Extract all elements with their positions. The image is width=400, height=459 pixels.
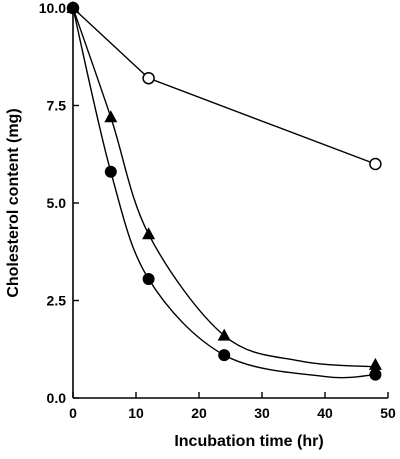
series-2-point-1: [104, 165, 117, 178]
x-tick-label-4: 40: [317, 405, 333, 421]
series-2-line: [72, 7, 376, 379]
series-1-point-1: [104, 110, 118, 123]
axes: [72, 8, 388, 399]
x-tick-label-5: 50: [380, 405, 396, 421]
y-tick-label-0: 0.0: [47, 390, 67, 406]
series-1-point-3: [217, 328, 231, 341]
curves: [72, 7, 376, 379]
x-tick-label-1: 10: [128, 405, 144, 421]
ticks: 0 10 20 30 40 50 0.0 2.5 5.0 7.5 10.0: [39, 0, 396, 421]
x-tick-label-3: 30: [254, 405, 270, 421]
y-tick-label-3: 7.5: [47, 98, 67, 114]
series-0-point-2: [369, 157, 382, 171]
series-2-point-0: [67, 2, 79, 14]
series-1-line: [72, 7, 376, 368]
series-2-point-3: [218, 349, 231, 362]
x-axis-title: Incubation time (hr): [174, 433, 323, 450]
y-tick-label-1: 2.5: [47, 293, 67, 309]
y-axis-title: Cholesterol content (mg): [5, 108, 22, 297]
series-1-point-2: [142, 227, 156, 240]
series-0-point-1: [142, 71, 155, 85]
markers: [66, 1, 382, 381]
series-1-point-4: [368, 357, 382, 370]
x-tick-label-2: 20: [191, 405, 207, 421]
series-2-point-4: [369, 368, 382, 381]
series-2-point-2: [142, 273, 155, 286]
y-tick-label-2: 5.0: [47, 195, 67, 211]
y-tick-label-4: 10.0: [39, 0, 66, 16]
x-tick-label-0: 0: [69, 405, 77, 421]
